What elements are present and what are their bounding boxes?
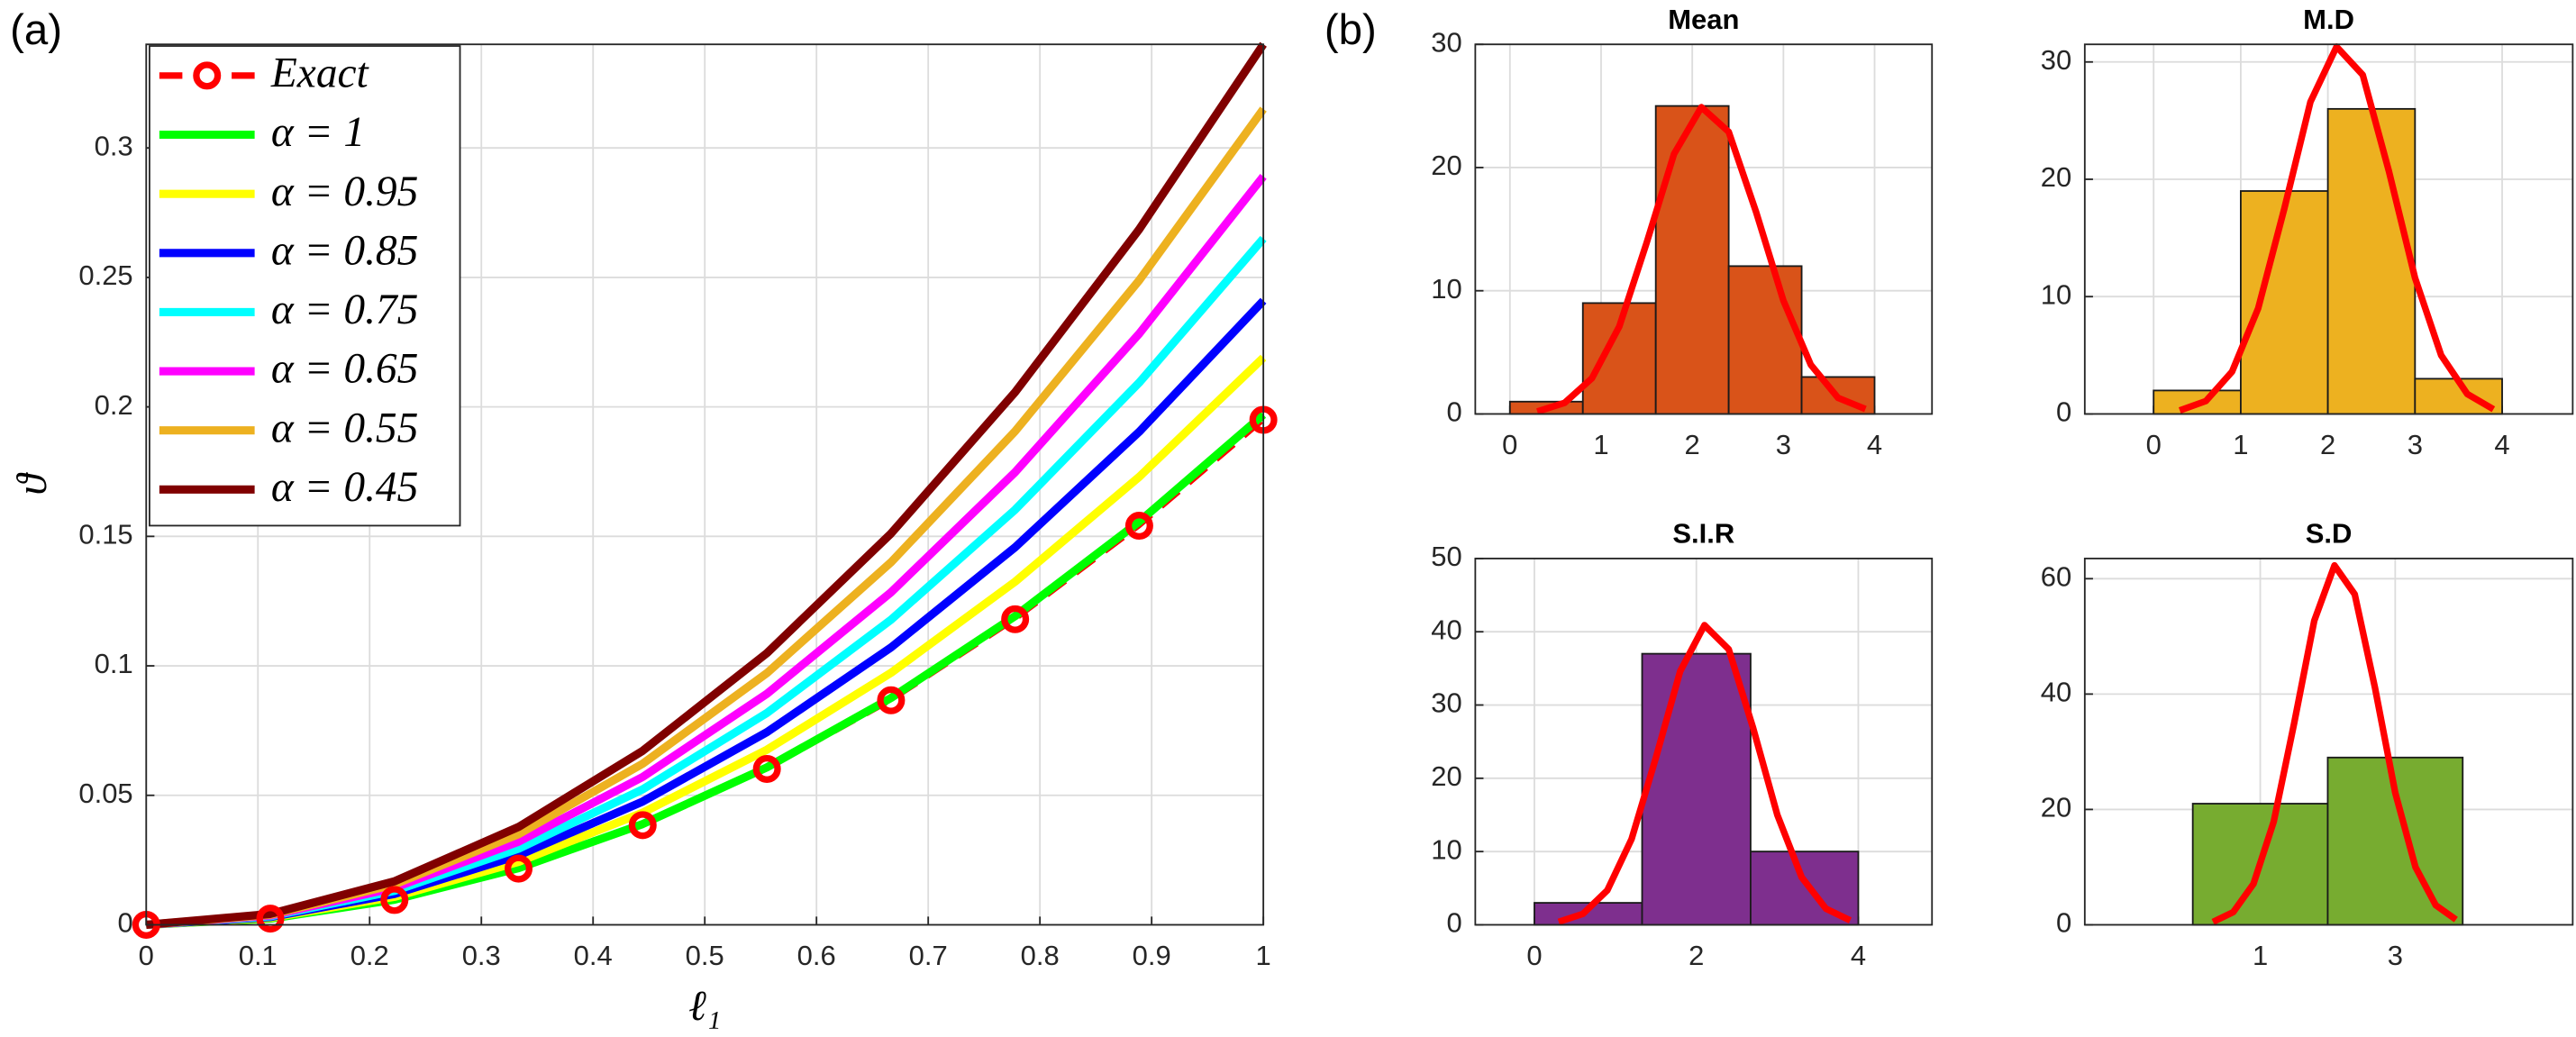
marker — [380, 886, 409, 914]
x-tick-label: 0.5 — [686, 940, 724, 971]
axes-frame — [1474, 43, 1934, 415]
y-tick-label: 50 — [1431, 541, 1461, 572]
bar — [1641, 652, 1752, 926]
legend-label: α = 0.85 — [271, 227, 418, 274]
marker — [1001, 605, 1030, 633]
x-tick-label: 1 — [2253, 940, 2268, 971]
panel-label: (b) — [1324, 6, 1377, 54]
y-tick-label: 20 — [1431, 760, 1461, 792]
y-tick-label: 60 — [2041, 560, 2071, 592]
marker — [877, 686, 906, 714]
y-tick-label: 30 — [1431, 26, 1461, 58]
legend-label: α = 0.65 — [271, 346, 418, 393]
x-axis-label: ℓ₁ — [688, 983, 721, 1030]
bar — [1727, 265, 1803, 415]
x-tick-label: 1 — [1593, 429, 1608, 460]
y-tick-label: 0 — [2056, 396, 2071, 428]
y-tick-label: 20 — [2041, 161, 2071, 193]
chart-title: S.D — [2306, 518, 2353, 550]
legend-label: α = 0.75 — [271, 287, 418, 333]
fit-curve — [2211, 561, 2458, 925]
y-tick-label: 0.05 — [78, 778, 132, 809]
chart-title: S.I.R — [1672, 518, 1734, 550]
marker — [505, 854, 533, 883]
x-tick-label: 4 — [1851, 940, 1866, 971]
x-tick-label: 3 — [2388, 940, 2403, 971]
legend-label: α = 1 — [271, 109, 365, 156]
panel-label: (a) — [10, 6, 62, 54]
bar — [2326, 107, 2417, 415]
legend-box — [149, 45, 461, 527]
axes-frame — [2083, 557, 2574, 926]
x-tick-label: 2 — [2320, 429, 2335, 460]
y-tick-label: 10 — [1431, 833, 1461, 865]
y-tick-label: 0.1 — [95, 648, 133, 679]
x-tick-label: 0 — [1502, 429, 1517, 460]
x-tick-label: 0.4 — [574, 940, 613, 971]
x-tick-label: 0.3 — [462, 940, 501, 971]
axes-frame — [145, 43, 1265, 926]
legend: Exact α = 1 α = 0.95 α = 0.85 α = 0.75 α = 0.… — [149, 45, 461, 527]
y-tick-label: 10 — [2041, 278, 2071, 310]
x-tick-label: 0.1 — [239, 940, 278, 971]
marker — [1124, 512, 1153, 541]
y-tick-label: 0 — [2056, 907, 2071, 939]
marker — [752, 754, 781, 783]
y-tick-label: 0.2 — [95, 389, 133, 421]
bar — [2240, 190, 2329, 415]
legend-label: Exact — [270, 50, 370, 97]
y-tick-label: 30 — [2041, 44, 2071, 76]
x-tick-label: 0.8 — [1021, 940, 1060, 971]
x-tick-label: 4 — [1867, 429, 1882, 460]
y-tick-label: 0 — [1447, 396, 1462, 428]
legend-marker — [193, 61, 222, 90]
x-tick-label: 2 — [1689, 940, 1704, 971]
x-tick-label: 3 — [2408, 429, 2423, 460]
fit-curve — [2178, 43, 2496, 414]
fit-curve — [1557, 622, 1852, 925]
y-tick-label: 0 — [117, 907, 132, 939]
y-tick-label: 0 — [1447, 907, 1462, 939]
y-tick-label: 0.3 — [95, 130, 133, 161]
axes-frame — [1474, 557, 1934, 926]
x-tick-label: 4 — [2494, 429, 2509, 460]
x-tick-label: 0.6 — [797, 940, 836, 971]
y-tick-label: 20 — [2041, 792, 2071, 823]
y-axis-label: ϑ — [9, 471, 56, 495]
axes-frame — [2083, 43, 2574, 415]
y-tick-label: 40 — [2041, 677, 2071, 708]
x-tick-label: 0.9 — [1133, 940, 1171, 971]
legend-label: α = 0.95 — [271, 168, 418, 215]
x-tick-label: 2 — [1685, 429, 1700, 460]
x-tick-label: 0 — [1526, 940, 1542, 971]
y-tick-label: 20 — [1431, 150, 1461, 181]
y-tick-label: 30 — [1431, 687, 1461, 719]
x-tick-label: 0 — [2146, 429, 2162, 460]
x-tick-label: 0.2 — [350, 940, 389, 971]
bar — [1654, 105, 1730, 415]
line-series — [145, 41, 1267, 930]
y-tick-label: 0.15 — [78, 519, 132, 550]
x-tick-label: 1 — [2233, 429, 2248, 460]
chart-title: Mean — [1668, 4, 1739, 35]
legend-label: α = 0.45 — [271, 464, 418, 511]
y-tick-label: 40 — [1431, 614, 1461, 645]
x-tick-label: 0.7 — [909, 940, 948, 971]
fit-curve — [1536, 104, 1867, 415]
legend-label: α = 0.55 — [271, 405, 418, 451]
x-tick-label: 0 — [139, 940, 154, 971]
x-tick-label: 1 — [1256, 940, 1271, 971]
chart-title: M.D — [2303, 4, 2354, 35]
y-tick-label: 0.25 — [78, 259, 132, 291]
marker — [256, 905, 285, 933]
y-tick-label: 10 — [1431, 273, 1461, 305]
marker — [628, 811, 657, 840]
x-tick-label: 3 — [1776, 429, 1791, 460]
